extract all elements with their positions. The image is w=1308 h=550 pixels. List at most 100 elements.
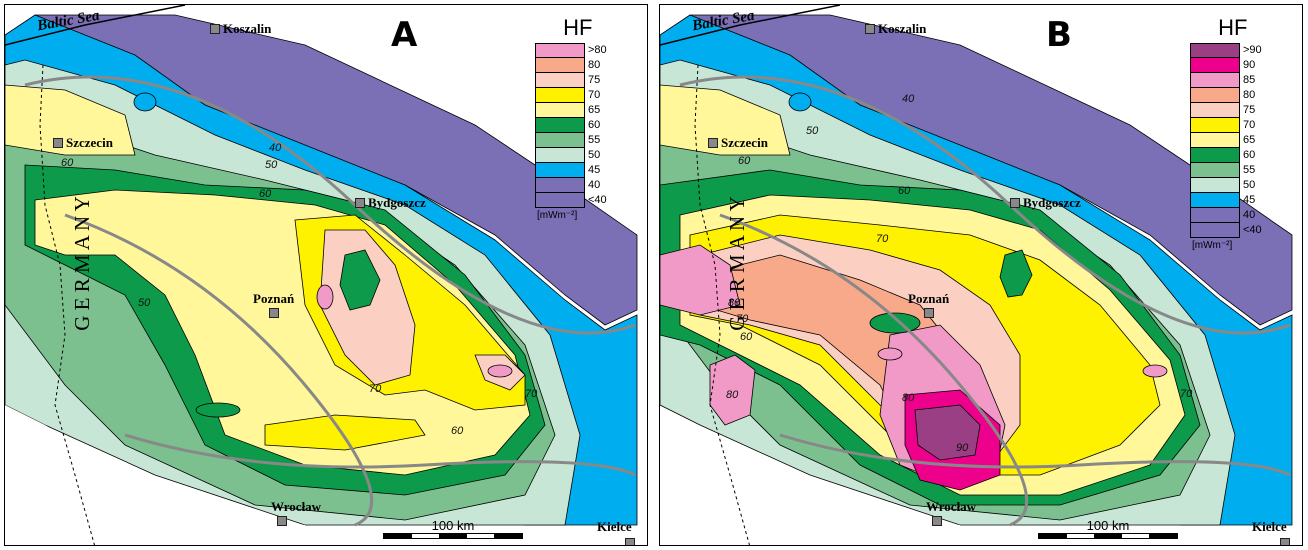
legend-item: <40 — [535, 193, 607, 208]
country-label-germany: G E R M A N Y — [724, 196, 749, 331]
legend-label: 45 — [588, 164, 601, 176]
city-poznan: Poznań — [253, 291, 295, 306]
legend-swatch — [1190, 133, 1240, 148]
structure-line — [679, 75, 1291, 335]
legend-swatch — [1190, 43, 1240, 58]
legend-item: 85 — [1190, 73, 1262, 88]
legend-label: 70 — [588, 89, 601, 101]
legend-swatch — [1190, 163, 1240, 178]
zone-pink-mid — [877, 347, 903, 361]
legend-swatch — [1190, 223, 1240, 238]
scale-bar: 100 km — [1038, 518, 1178, 539]
legend-label: 40 — [588, 179, 601, 191]
legend-swatch — [535, 178, 585, 193]
heat-flow-map-panel-b: Baltic Sea B Koszalin Szczecin Bydgoszcz… — [659, 4, 1303, 546]
isoline-label: 80 — [726, 389, 739, 401]
city-marker-icon — [932, 516, 942, 526]
city-bydgoszcz: Bydgoszcz — [355, 195, 426, 211]
scale-label: 100 km — [1086, 518, 1130, 533]
zone-core-green — [999, 249, 1033, 298]
legend-label: 80 — [588, 59, 601, 71]
legend-item: 70 — [1190, 118, 1262, 133]
legend-title: HF — [563, 15, 593, 40]
legend-swatch — [535, 118, 585, 133]
city-marker-icon — [53, 138, 63, 148]
legend-label: 85 — [1243, 74, 1256, 86]
legend-swatch — [1190, 103, 1240, 118]
zone-core-green — [339, 249, 381, 311]
legend-swatch — [535, 163, 585, 178]
zone-60-west — [660, 84, 791, 156]
isoline-label: 80 — [902, 392, 915, 404]
city-marker-icon — [924, 308, 934, 318]
legend-swatch — [1190, 58, 1240, 73]
coastline — [5, 5, 186, 46]
legend-label: >90 — [1243, 44, 1262, 56]
scale-track — [1038, 533, 1178, 539]
isoline-label: 40 — [269, 142, 282, 154]
city-marker-icon — [355, 198, 365, 208]
legend-item: 45 — [535, 163, 607, 178]
city-marker-icon — [1010, 198, 1020, 208]
legend-item: 70 — [535, 88, 607, 103]
isoline-label: 70 — [1180, 388, 1193, 400]
city-wroclaw: Wrocław — [271, 499, 322, 514]
isoline-label: 60 — [61, 157, 74, 169]
legend-item: 55 — [1190, 163, 1262, 178]
legend-item: 60 — [1190, 148, 1262, 163]
legend-swatch — [1190, 208, 1240, 223]
legend-item: >80 — [535, 43, 607, 58]
legend-item: 50 — [1190, 178, 1262, 193]
city-koszalin: Koszalin — [210, 21, 271, 37]
coastline — [660, 5, 841, 46]
legend-label: 90 — [1243, 59, 1256, 71]
isoline-label: 80 — [728, 297, 741, 309]
legend-label: 65 — [588, 104, 601, 116]
city-bydgoszcz: Bydgoszcz — [1010, 195, 1081, 211]
legend-unit: [mWm⁻²] — [1192, 240, 1233, 251]
city-wroclaw: Wrocław — [926, 499, 977, 514]
legend-rows: >90 90 85 80 75 70 65 60 55 50 45 40 <40 — [1190, 43, 1262, 238]
city-marker-icon — [277, 516, 287, 526]
legend-item: 40 — [535, 178, 607, 193]
structure-line — [24, 75, 636, 335]
zone-blue-spot — [133, 92, 157, 112]
legend-label: 65 — [1243, 134, 1256, 146]
legend-swatch — [535, 103, 585, 118]
city-kielce-marker — [625, 535, 638, 545]
legend-title: HF — [1218, 15, 1248, 40]
legend-swatch — [1190, 73, 1240, 88]
zone-outside — [660, 425, 960, 545]
zone-west-pink — [660, 244, 741, 316]
border-line — [694, 64, 750, 545]
zone-green-bar — [869, 312, 921, 334]
scale-track — [383, 533, 523, 539]
isoline-label: 40 — [902, 93, 915, 105]
legend-item: 75 — [1190, 103, 1262, 118]
isoline-label: 50 — [265, 159, 278, 171]
structure-line — [719, 213, 1029, 527]
legend-item: 65 — [535, 103, 607, 118]
city-szczecin: Szczecin — [708, 135, 768, 151]
isoline-label: 60 — [898, 185, 911, 197]
legend-item: 50 — [535, 148, 607, 163]
legend-swatch — [535, 193, 585, 208]
legend-b: HF >90 90 85 80 75 70 65 60 55 50 45 40 <40 [mWm⁻²] — [1190, 15, 1262, 251]
isoline-label: 90 — [956, 442, 969, 454]
zone-pink-east — [487, 364, 513, 378]
legend-label: >80 — [588, 44, 607, 56]
city-koszalin: Koszalin — [865, 21, 926, 37]
legend-item: 60 — [535, 118, 607, 133]
legend-item: 80 — [1190, 88, 1262, 103]
city-wroclaw-marker — [932, 513, 945, 529]
heat-flow-map-panel-a: Baltic Sea A Koszalin Szczecin Bydgoszcz… — [4, 4, 648, 546]
city-marker-icon — [708, 138, 718, 148]
legend-rows: >80 80 75 70 65 60 55 50 45 40 <40 — [535, 43, 607, 208]
scale-bar: 100 km — [383, 518, 523, 539]
isoline-label: 60 — [738, 155, 751, 167]
legend-item: >90 — [1190, 43, 1262, 58]
zone-green-spot — [195, 402, 241, 418]
legend-swatch — [535, 43, 585, 58]
isoline-label: 50 — [138, 297, 151, 309]
legend-label: 60 — [1243, 149, 1256, 161]
